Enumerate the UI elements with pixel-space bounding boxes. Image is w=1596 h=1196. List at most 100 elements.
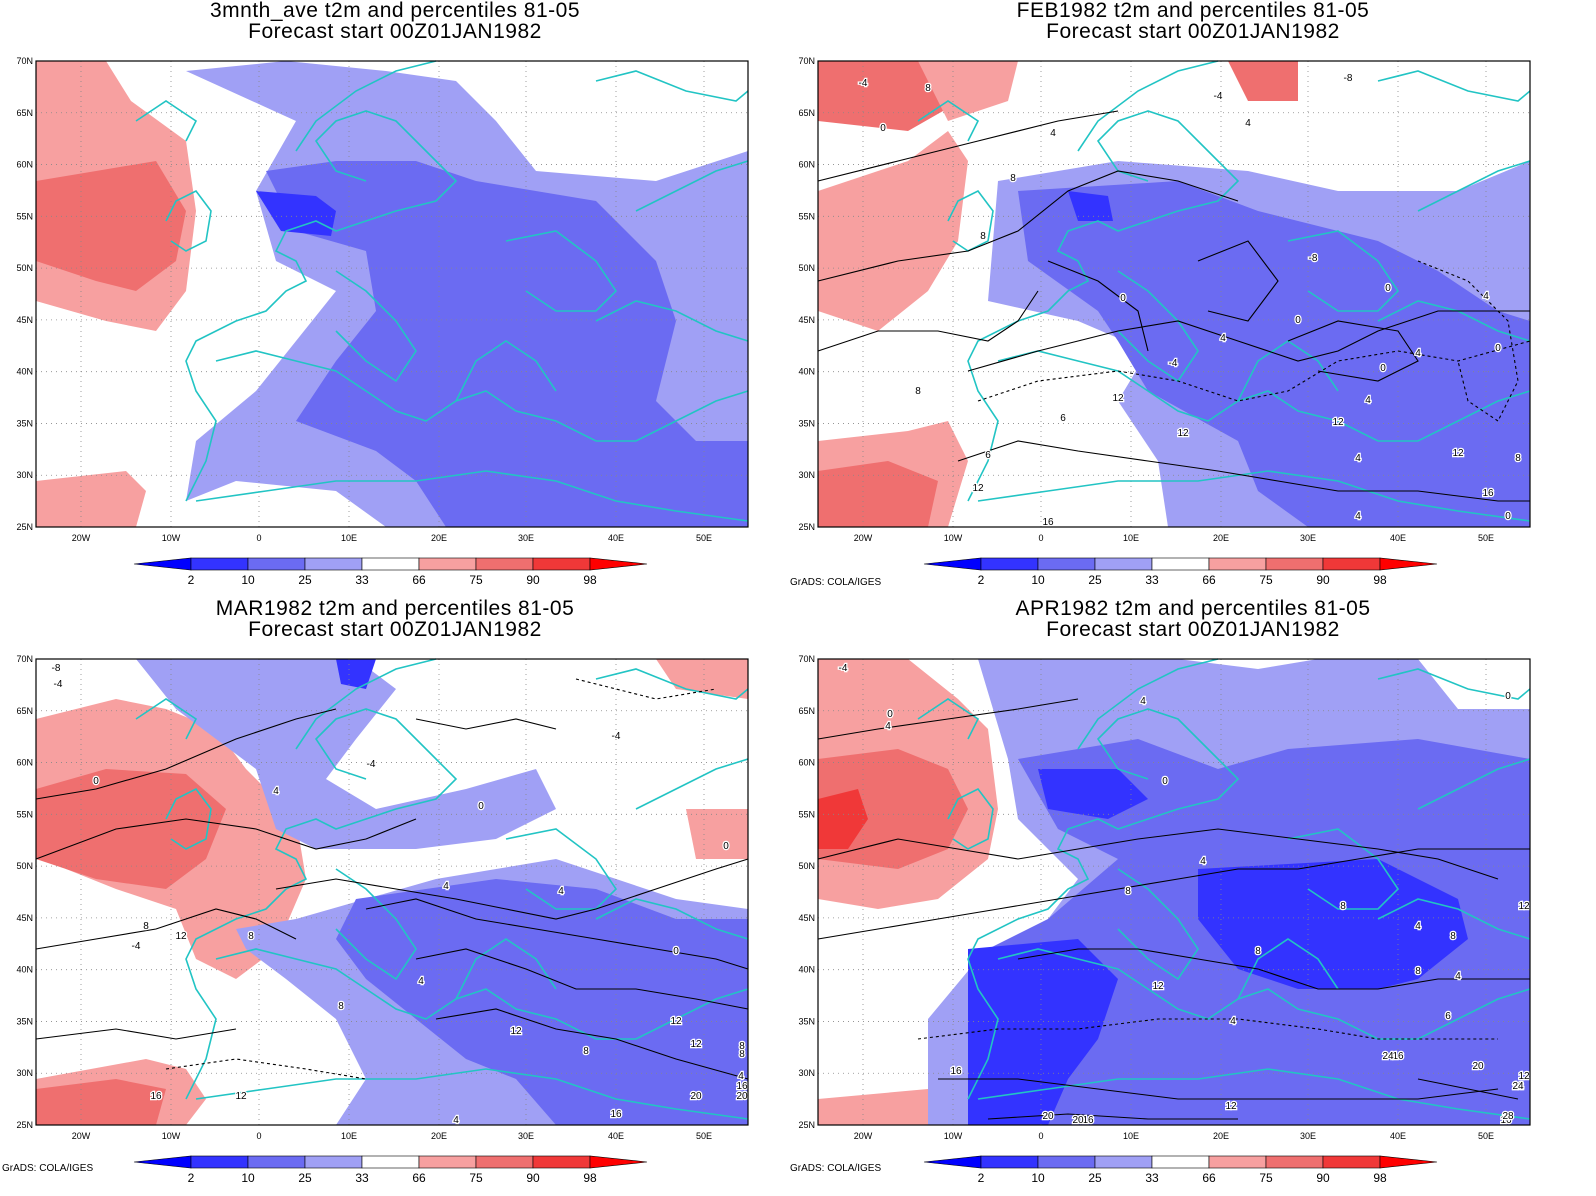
colorbar-segment <box>247 557 306 571</box>
isotherm-contour <box>938 1078 1499 1100</box>
colorbar-segment <box>980 557 1039 571</box>
colorbar-label: 2 <box>188 573 195 587</box>
map-frame: 70N 65N 60N 55N 50N 45N 40N 35N 30N 25N 20W 10W 0 10E… <box>16 56 749 587</box>
lat-tick-label: 40N <box>798 367 815 377</box>
coastline <box>635 758 749 810</box>
lat-tick-label: 55N <box>798 809 815 819</box>
contour-label: 4 <box>1220 333 1226 344</box>
contour-label: 4 <box>885 721 891 732</box>
colorbar-label: 25 <box>298 573 312 587</box>
lon-tick-label: 50E <box>696 533 712 543</box>
coastline <box>967 110 1240 502</box>
percentile-shade-66_75 <box>918 61 1018 121</box>
colorbar-segment <box>418 1155 477 1169</box>
contour-label: 12 <box>175 931 187 942</box>
colorbar-segment <box>1151 1155 1210 1169</box>
contour-label: 12 <box>670 1016 682 1027</box>
contour-label: 6 <box>985 450 991 461</box>
percentile-shade-66_75 <box>818 131 968 331</box>
contour-label: 24 <box>1382 1051 1394 1062</box>
colorbar-segment <box>361 1155 420 1169</box>
contour-label: 0 <box>1385 283 1391 294</box>
percentile-shade-75_90 <box>1228 61 1298 101</box>
contour-label: 20 <box>1042 1111 1054 1122</box>
map-canvas: 8 -4 0 4 8 -8 -4 4 8 0 -8 0 4 0 4 0 4 -4 0 8 12 4 12 6 12 6 4 12 8 0 1… <box>798 56 1531 587</box>
colorbar-label: 10 <box>1031 1171 1045 1185</box>
lon-tick-label: 10W <box>944 1131 963 1141</box>
lon-tick-label: 10E <box>341 1131 357 1141</box>
percentile-shade-25_33 <box>136 659 556 849</box>
contour-label: -4 <box>612 731 621 742</box>
contour-label: 4 <box>1365 395 1371 406</box>
colorbar-segment <box>980 1155 1039 1169</box>
coastline <box>215 350 749 442</box>
colorbar-label: 75 <box>1259 1171 1273 1185</box>
map-border <box>35 60 749 528</box>
contour-label: -4 <box>1169 358 1178 369</box>
percentile-shade-75_90 <box>36 161 186 291</box>
isotherm-contour <box>1047 260 1149 352</box>
contour-label: -8 <box>52 663 61 674</box>
lon-tick-label: 10E <box>1123 533 1139 543</box>
colorbar-segment <box>361 557 420 571</box>
lat-tick-label: 45N <box>798 315 815 325</box>
coastline <box>1077 60 1219 152</box>
coastline <box>505 828 618 910</box>
colorbar-label: 90 <box>1316 573 1330 587</box>
map-panel-apr1982: APR1982 t2m and percentiles 81-05 Foreca… <box>790 598 1596 1196</box>
colorbar-segment <box>1037 1155 1096 1169</box>
contour-label: 4 <box>1483 291 1489 302</box>
coastline <box>917 698 980 740</box>
isotherm-contour <box>987 1113 1238 1120</box>
lat-tick-label: 45N <box>16 913 33 923</box>
percentile-shade-2_10 <box>1198 859 1468 989</box>
lat-tick-label: 25N <box>798 1120 815 1130</box>
contour-label: 4 <box>1415 348 1421 359</box>
contour-label: 0 <box>478 801 484 812</box>
colorbar-segment <box>1379 1155 1438 1169</box>
contour-label: 12 <box>1518 901 1530 912</box>
map-panel-mar1982: MAR1982 t2m and percentiles 81-05 Foreca… <box>0 598 790 1196</box>
lon-tick-label: 30E <box>1300 533 1316 543</box>
contour-label: -4 <box>839 663 848 674</box>
coastline <box>997 948 1531 1040</box>
contour-label: 4 <box>1245 118 1251 129</box>
colorbar-segment <box>923 557 982 571</box>
lat-tick-label: 35N <box>16 418 33 428</box>
contour-label: 4 <box>1415 921 1421 932</box>
coastline <box>1377 70 1531 102</box>
lon-tick-label: 20E <box>431 1131 447 1141</box>
coastline <box>595 668 749 700</box>
coastline <box>335 868 417 981</box>
isotherm-contour <box>817 290 1039 352</box>
lon-tick-label: 0 <box>256 1131 261 1141</box>
contour-label: 12 <box>1452 448 1464 459</box>
contour-label: 16 <box>1500 1115 1512 1126</box>
coastline <box>185 110 458 502</box>
percentile-shade-10_25 <box>266 161 748 527</box>
coastline <box>455 340 557 402</box>
contour-label: -4 <box>54 679 63 690</box>
contour-label: 12 <box>1512 1081 1524 1092</box>
lon-tick-label: 40E <box>608 1131 624 1141</box>
panel-title: MAR1982 t2m and percentiles 81-05 <box>215 597 575 620</box>
lat-tick-label: 40N <box>16 965 33 975</box>
isotherm-contour <box>967 310 1530 372</box>
colorbar-label: 10 <box>241 573 255 587</box>
colorbar-segment <box>589 557 648 571</box>
colorbar-label: 2 <box>978 573 985 587</box>
contour-label: -8 <box>1309 253 1318 264</box>
lon-tick-label: 20W <box>72 533 91 543</box>
colorbar-label: 98 <box>583 573 597 587</box>
isotherm-contour <box>275 858 749 920</box>
lat-tick-label: 40N <box>16 367 33 377</box>
colorbar-segment <box>1265 557 1324 571</box>
lat-tick-label: 70N <box>798 56 815 66</box>
lat-tick-label: 60N <box>798 160 815 170</box>
lat-tick-label: 25N <box>16 1120 33 1130</box>
panel-title: APR1982 t2m and percentiles 81-05 <box>1015 597 1371 620</box>
lat-tick-label: 35N <box>798 418 815 428</box>
coastline <box>135 698 198 740</box>
lon-tick-label: 10W <box>162 533 181 543</box>
